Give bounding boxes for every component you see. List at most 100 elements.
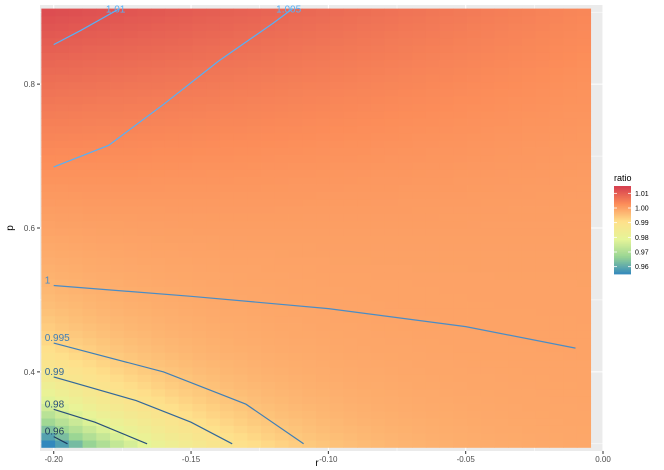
heatmap-tile (206, 89, 221, 97)
heatmap-tile (164, 206, 180, 214)
heatmap-tile (494, 315, 509, 324)
heatmap-tile (563, 410, 578, 419)
heatmap-tile (439, 147, 454, 156)
heatmap-tile (41, 410, 56, 419)
heatmap-tile (439, 96, 454, 105)
heatmap-tile (164, 425, 180, 434)
heatmap-tile (288, 118, 303, 127)
heatmap-tile (178, 45, 193, 53)
heatmap-tile (412, 89, 427, 97)
heatmap-tile (412, 440, 427, 448)
heatmap-tile (178, 154, 193, 163)
heatmap-tile (96, 359, 111, 368)
heatmap-tile (302, 206, 317, 214)
heatmap-tile (494, 220, 509, 229)
heatmap-tile (137, 140, 152, 148)
heatmap-tile (357, 301, 372, 309)
heatmap-tile (164, 396, 180, 404)
heatmap-tile (274, 352, 289, 361)
heatmap-tile (329, 264, 344, 273)
heatmap-tile (274, 388, 289, 397)
heatmap-tile (549, 89, 564, 97)
heatmap-tile (549, 279, 564, 287)
heatmap-tile (302, 381, 317, 390)
heatmap-tile (82, 242, 97, 251)
heatmap-tile (164, 191, 180, 200)
heatmap-tile (329, 59, 344, 68)
heatmap-tile (302, 366, 317, 375)
heatmap-tile (467, 206, 482, 214)
heatmap-tile (110, 37, 125, 46)
heatmap-tile (206, 366, 221, 375)
heatmap-tile (274, 330, 289, 339)
heatmap-tile (68, 228, 83, 236)
heatmap-tile (439, 125, 454, 134)
heatmap-tile (467, 52, 482, 61)
heatmap-tile (110, 191, 125, 200)
heatmap-tile (343, 52, 358, 61)
heatmap-tile (55, 59, 70, 68)
heatmap-tile (261, 381, 276, 390)
heatmap-tile (412, 30, 427, 39)
contour-line (53, 376, 233, 445)
heatmap-tile (123, 110, 138, 119)
heatmap-tile (316, 337, 331, 346)
heatmap-tile (96, 345, 111, 353)
heatmap-tile (412, 169, 427, 178)
heatmap-tile (357, 271, 372, 280)
x-tick-label: -0.20 (45, 455, 64, 464)
heatmap-tile (370, 425, 386, 434)
heatmap-tile (425, 381, 440, 390)
heatmap-tile (316, 374, 331, 382)
heatmap-tile (439, 410, 454, 419)
heatmap-tile (425, 410, 440, 419)
heatmap-tile (425, 59, 440, 68)
heatmap-tile (164, 118, 180, 127)
heatmap-tile (329, 191, 344, 200)
heatmap-tile (425, 396, 440, 404)
heatmap-tile (425, 67, 440, 75)
heatmap-tile (316, 118, 331, 127)
heatmap-tile (151, 396, 166, 404)
heatmap-tile (357, 403, 372, 412)
heatmap-tile (576, 410, 592, 419)
legend-colorbar-segment (614, 214, 631, 217)
heatmap-tile (494, 59, 509, 68)
heatmap-tile (110, 8, 125, 17)
heatmap-tile (549, 315, 564, 324)
heatmap-tile (453, 206, 468, 214)
heatmap-tile (41, 132, 56, 141)
heatmap-tile (521, 103, 537, 112)
heatmap-tile (233, 425, 248, 434)
heatmap-tile (96, 125, 111, 134)
heatmap-tile (576, 440, 592, 448)
heatmap-tile (82, 89, 97, 97)
heatmap-tile (110, 89, 125, 97)
heatmap-tile (467, 162, 482, 170)
heatmap-tile (219, 8, 235, 17)
heatmap-tile (535, 169, 550, 178)
heatmap-tile (329, 132, 344, 141)
heatmap-tile (206, 191, 221, 200)
heatmap-tile (206, 140, 221, 148)
heatmap-tile (192, 235, 207, 244)
heatmap-tile (68, 125, 83, 134)
heatmap-tile (164, 30, 180, 39)
heatmap-tile (521, 176, 537, 185)
heatmap-tile (412, 96, 427, 105)
heatmap-tile (343, 191, 358, 200)
heatmap-tile (68, 140, 83, 148)
heatmap-tile (467, 279, 482, 287)
heatmap-tile (521, 110, 537, 119)
heatmap-tile (549, 345, 564, 353)
heatmap-tile (274, 366, 289, 375)
heatmap-tile (110, 59, 125, 68)
heatmap-tile (343, 286, 358, 295)
heatmap-tile (261, 30, 276, 39)
heatmap-tile (535, 403, 550, 412)
heatmap-tile (178, 403, 193, 412)
heatmap-tile (453, 352, 468, 361)
heatmap-tile (68, 403, 83, 412)
heatmap-tile (439, 264, 454, 273)
